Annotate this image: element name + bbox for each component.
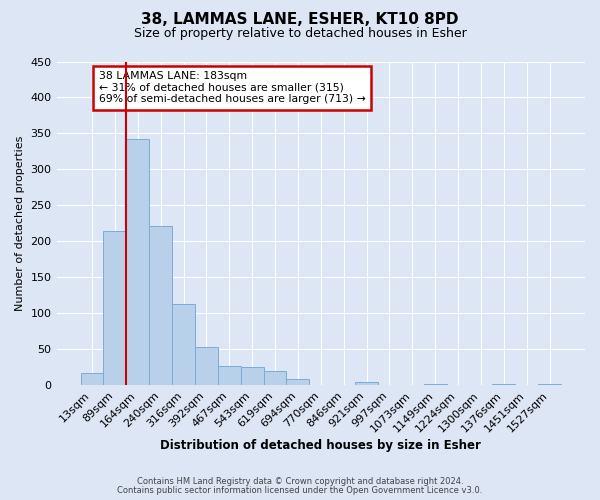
- Bar: [172, 304, 195, 385]
- Bar: [80, 373, 103, 385]
- Bar: [286, 380, 310, 385]
- Bar: [355, 382, 378, 385]
- Text: Size of property relative to detached houses in Esher: Size of property relative to detached ho…: [134, 28, 466, 40]
- Bar: [493, 384, 515, 385]
- Text: Contains HM Land Registry data © Crown copyright and database right 2024.: Contains HM Land Registry data © Crown c…: [137, 477, 463, 486]
- Text: 38, LAMMAS LANE, ESHER, KT10 8PD: 38, LAMMAS LANE, ESHER, KT10 8PD: [141, 12, 459, 28]
- Y-axis label: Number of detached properties: Number of detached properties: [15, 136, 25, 311]
- Bar: [263, 371, 286, 385]
- Text: 38 LAMMAS LANE: 183sqm
← 31% of detached houses are smaller (315)
69% of semi-de: 38 LAMMAS LANE: 183sqm ← 31% of detached…: [99, 71, 365, 104]
- Bar: [218, 366, 241, 385]
- Bar: [424, 384, 446, 385]
- Bar: [149, 226, 172, 385]
- Bar: [103, 230, 127, 385]
- Bar: [195, 347, 218, 385]
- Bar: [241, 367, 263, 385]
- Bar: [538, 384, 561, 385]
- Bar: [127, 139, 149, 385]
- X-axis label: Distribution of detached houses by size in Esher: Distribution of detached houses by size …: [160, 440, 481, 452]
- Text: Contains public sector information licensed under the Open Government Licence v3: Contains public sector information licen…: [118, 486, 482, 495]
